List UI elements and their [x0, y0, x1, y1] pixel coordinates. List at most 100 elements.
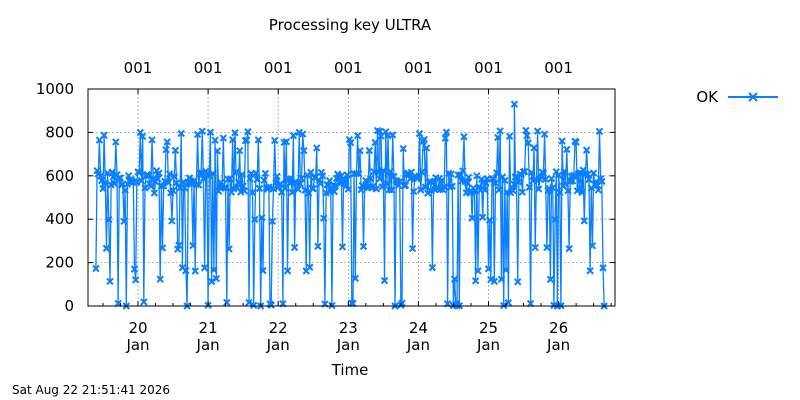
data-point — [570, 171, 578, 179]
data-point — [420, 135, 428, 144]
data-point — [523, 131, 531, 140]
data-point — [485, 216, 494, 224]
data-point — [282, 138, 291, 146]
data-point — [371, 138, 379, 147]
data-point — [494, 133, 502, 142]
data-point — [296, 180, 305, 188]
data-point — [290, 243, 299, 252]
data-point — [418, 168, 426, 176]
data-point — [528, 168, 536, 177]
data-point — [99, 184, 107, 193]
data-point — [365, 146, 374, 155]
data-point — [105, 215, 113, 224]
data-point — [288, 188, 296, 197]
top-tick-label: 001 — [124, 59, 153, 77]
x-tick-label-month: Jan — [125, 336, 149, 354]
data-point — [575, 184, 584, 192]
data-point — [267, 301, 275, 309]
data-point — [200, 264, 209, 272]
data-point — [505, 132, 514, 140]
data-point — [206, 128, 215, 136]
data-point — [399, 144, 407, 153]
data-point — [242, 136, 251, 144]
data-point — [221, 184, 230, 192]
data-point — [379, 166, 388, 175]
top-tick-label: 001 — [474, 59, 503, 77]
data-point — [92, 264, 100, 273]
data-point — [447, 170, 455, 178]
data-point — [558, 137, 566, 145]
data-point — [198, 127, 206, 135]
data-point — [594, 186, 603, 194]
data-point — [353, 131, 362, 140]
data-point — [102, 244, 111, 253]
data-point — [378, 183, 386, 191]
data-point — [195, 181, 203, 189]
data-point — [356, 146, 364, 155]
data-point — [543, 243, 551, 252]
data-point — [390, 172, 398, 180]
data-point — [524, 139, 532, 147]
data-point — [598, 177, 606, 186]
data-point — [116, 174, 125, 182]
data-point — [322, 189, 330, 197]
data-point — [582, 146, 591, 154]
data-point — [414, 173, 423, 181]
data-point — [398, 299, 406, 307]
data-point — [547, 174, 556, 183]
data-point — [252, 169, 260, 177]
data-point — [164, 179, 173, 187]
data-point — [232, 168, 240, 176]
data-point — [387, 186, 396, 194]
data-point — [223, 298, 231, 307]
data-point — [112, 138, 120, 146]
data-point — [121, 186, 129, 194]
data-point — [531, 243, 539, 252]
data-point — [175, 241, 183, 250]
y-tick-label: 800 — [45, 123, 74, 141]
data-point — [468, 214, 476, 222]
data-point — [515, 178, 523, 186]
data-point — [530, 144, 538, 152]
data-point — [261, 169, 270, 177]
data-point — [258, 213, 266, 222]
data-point — [542, 175, 550, 183]
data-point — [191, 267, 199, 275]
data-point — [346, 138, 355, 147]
data-point — [182, 266, 190, 275]
data-point — [212, 274, 220, 283]
data-point — [580, 217, 589, 225]
data-point — [163, 138, 171, 146]
data-point — [440, 183, 448, 191]
data-point — [381, 128, 390, 136]
footer-timestamp: Sat Aug 22 21:51:41 2026 — [12, 383, 170, 397]
x-tick-label-day: 24 — [409, 319, 428, 337]
x-tick-label-month: Jan — [476, 336, 500, 354]
data-point — [509, 186, 517, 195]
data-point — [154, 175, 162, 183]
data-point — [464, 173, 473, 181]
data-point — [442, 128, 451, 136]
data-point — [168, 217, 176, 225]
data-point — [463, 179, 472, 187]
x-tick-label-month: Jan — [406, 336, 430, 354]
data-point — [459, 167, 467, 175]
data-point — [450, 275, 459, 283]
data-point — [374, 168, 383, 177]
data-point — [438, 176, 446, 185]
data-point — [135, 168, 143, 177]
data-point — [287, 175, 295, 183]
x-tick-label-day: 22 — [269, 319, 288, 337]
data-point — [491, 179, 500, 187]
data-point — [254, 136, 263, 144]
data-point — [429, 178, 438, 186]
data-point — [219, 134, 227, 142]
data-point — [213, 147, 222, 155]
data-point — [514, 278, 522, 286]
data-point — [401, 181, 410, 190]
data-point — [510, 100, 519, 108]
data-point — [177, 129, 185, 138]
data-point — [189, 241, 197, 250]
top-tick-label: 001 — [544, 59, 573, 77]
